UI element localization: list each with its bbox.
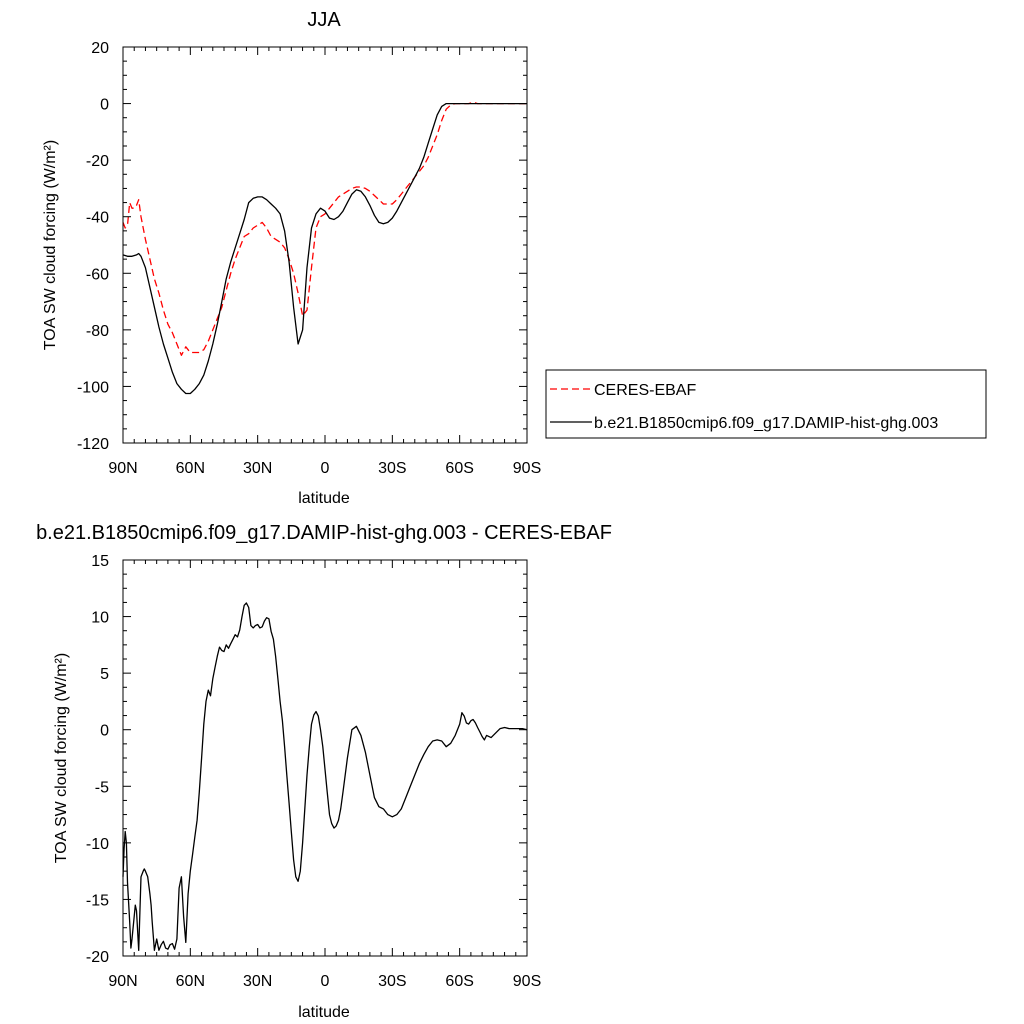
top-chart-y-tick-label: -100 xyxy=(77,379,109,396)
top-chart-panel: JJA 20 0 -20 -40 -60 -80 -100 -120 90N 60N 30N 0 30… xyxy=(42,9,541,507)
top-chart-y-tick-label: -80 xyxy=(86,323,109,340)
bottom-chart-x-tick-label: 0 xyxy=(321,973,330,990)
bottom-chart-x-tick-label: 90S xyxy=(513,973,541,990)
top-chart-y-tick-label: 20 xyxy=(91,40,109,57)
bottom-chart-x-tick-label: 30S xyxy=(378,973,406,990)
bottom-chart-y-tick-label: 5 xyxy=(100,666,109,683)
top-chart-x-tick-label: 0 xyxy=(321,460,330,477)
legend-label-model: b.e21.B1850cmip6.f09_g17.DAMIP-hist-ghg.… xyxy=(594,415,938,432)
bottom-chart-y-tick-label: -10 xyxy=(86,836,109,853)
top-chart-title: JJA xyxy=(307,9,341,31)
bottom-chart-x-tick-label: 60S xyxy=(445,973,473,990)
bottom-chart-y-tick-label: -20 xyxy=(86,949,109,966)
bottom-chart-x-tick-label: 60N xyxy=(176,973,205,990)
top-chart-x-tick-label: 30N xyxy=(243,460,272,477)
top-chart-y-tick-label: -120 xyxy=(77,436,109,453)
bottom-chart-x-ticks: 90N 60N 30N 0 30S 60S 90S xyxy=(108,560,541,990)
bottom-chart-x-tick-label: 90N xyxy=(108,973,137,990)
top-chart-x-axis-label: latitude xyxy=(298,490,350,507)
bottom-chart-x-axis-label: latitude xyxy=(298,1004,350,1021)
top-chart-y-tick-label: -60 xyxy=(86,266,109,283)
top-chart-y-axis-label: TOA SW cloud forcing (W/m²) xyxy=(42,140,59,350)
bottom-chart-y-tick-label: -15 xyxy=(86,892,109,909)
top-chart-x-tick-label: 90S xyxy=(513,460,541,477)
top-chart-y-tick-label: 0 xyxy=(100,97,109,114)
bottom-chart-y-ticks: 15 10 5 0 -5 -10 -15 -20 xyxy=(86,553,527,966)
top-chart-series-group xyxy=(122,101,527,395)
top-chart-x-tick-label: 60S xyxy=(445,460,473,477)
bottom-chart-plot-frame xyxy=(122,559,528,957)
bottom-chart-y-tick-label: 10 xyxy=(91,610,109,627)
legend-box xyxy=(545,369,987,439)
top-chart-y-tick-label: -20 xyxy=(86,153,109,170)
top-chart-legend: CERES-EBAF b.e21.B1850cmip6.f09_g17.DAMI… xyxy=(545,369,987,439)
bottom-chart-series-line-difference xyxy=(122,602,528,951)
top-chart-plot-frame xyxy=(122,46,528,444)
top-chart-x-ticks: 90N 60N 30N 0 30S 60S 90S xyxy=(108,47,541,477)
legend-label-ceres: CERES-EBAF xyxy=(594,382,696,399)
bottom-chart-series-group xyxy=(122,602,528,951)
bottom-chart-y-tick-label: 15 xyxy=(91,553,109,570)
top-chart-y-tick-label: -40 xyxy=(86,210,109,227)
top-chart-x-tick-label: 90N xyxy=(108,460,137,477)
bottom-chart-y-tick-label: -5 xyxy=(95,779,109,796)
bottom-chart-x-tick-label: 30N xyxy=(243,973,272,990)
top-chart-series-line-model xyxy=(122,102,527,395)
top-chart-y-ticks: 20 0 -20 -40 -60 -80 -100 -120 xyxy=(77,40,527,453)
bottom-chart-y-axis-label: TOA SW cloud forcing (W/m²) xyxy=(53,653,70,863)
top-chart-x-tick-label: 60N xyxy=(176,460,205,477)
bottom-chart-panel: b.e21.B1850cmip6.f09_g17.DAMIP-hist-ghg.… xyxy=(36,522,612,1021)
bottom-chart-title: b.e21.B1850cmip6.f09_g17.DAMIP-hist-ghg.… xyxy=(36,522,612,544)
top-chart-x-tick-label: 30S xyxy=(378,460,406,477)
top-chart-series-line-ceres xyxy=(122,101,527,356)
bottom-chart-y-tick-label: 0 xyxy=(100,723,109,740)
